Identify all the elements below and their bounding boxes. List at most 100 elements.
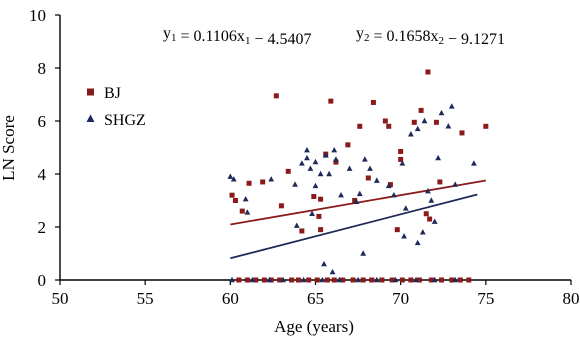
data-point-shgz	[249, 276, 256, 283]
data-point-bj	[244, 277, 250, 283]
data-point-bj	[459, 130, 465, 136]
equation-text: = 0.1658x	[370, 28, 439, 45]
data-point-bj	[427, 216, 433, 222]
legend-marker-shgz	[86, 114, 95, 122]
data-point-bj	[382, 118, 388, 124]
data-point-shgz	[304, 146, 310, 153]
data-point-bj	[289, 277, 295, 283]
regression-equation-1: y1 = 0.1106x1 − 4.5407	[163, 25, 311, 48]
data-point-shgz	[373, 276, 380, 283]
y-tick-label: 0	[38, 271, 47, 290]
data-point-bj	[370, 99, 376, 105]
equation-text: y	[356, 25, 364, 42]
data-point-shgz	[438, 109, 445, 116]
data-point-bj	[369, 277, 375, 283]
legend: BJ SHGZ	[86, 85, 146, 129]
equation-subscript: 1	[245, 35, 251, 47]
data-point-bj	[386, 123, 392, 129]
data-point-bj	[316, 213, 322, 219]
data-point-shgz	[331, 146, 338, 153]
data-point-shgz	[353, 198, 360, 205]
data-point-shgz	[329, 268, 336, 275]
data-point-shgz	[317, 170, 324, 177]
data-point-bj	[318, 227, 324, 233]
data-point-shgz	[413, 276, 419, 283]
data-point-bj	[411, 119, 417, 125]
data-point-bj	[408, 277, 414, 283]
data-point-bj	[379, 277, 385, 283]
equation-subscript: 2	[439, 35, 445, 47]
data-point-shgz	[304, 154, 310, 161]
data-point-bj	[253, 277, 259, 283]
data-point-bj	[229, 192, 235, 198]
data-point-shgz	[298, 160, 305, 166]
data-point-shgz	[293, 222, 300, 228]
data-point-shgz	[421, 117, 428, 124]
data-point-shgz	[356, 190, 363, 197]
data-point-shgz	[300, 276, 307, 283]
data-point-shgz	[319, 276, 326, 283]
data-point-bj	[236, 277, 242, 283]
data-point-bj	[314, 277, 320, 283]
data-point-bj	[399, 277, 405, 283]
data-point-shgz	[445, 123, 452, 129]
data-point-shgz	[452, 276, 459, 283]
data-point-shgz	[266, 276, 273, 283]
data-point-bj	[285, 168, 291, 174]
data-point-bj	[352, 198, 358, 203]
data-point-bj	[425, 69, 431, 75]
data-point-shgz	[399, 160, 406, 166]
data-point-shgz	[407, 131, 414, 137]
data-point-bj	[466, 277, 472, 283]
regression-equation-2: y2 = 0.1658x2 − 9.1271	[356, 25, 505, 48]
data-point-shgz	[312, 182, 319, 189]
data-point-shgz	[338, 192, 344, 198]
y-tick-label: 6	[38, 112, 47, 131]
data-point-shgz	[392, 276, 399, 283]
data-point-shgz	[401, 233, 407, 239]
data-point-bj	[299, 228, 305, 234]
data-point-bj	[398, 156, 404, 162]
data-point-bj	[439, 277, 445, 283]
equation-text: = 0.1106x	[177, 28, 245, 45]
data-point-bj	[394, 227, 400, 233]
data-point-shgz	[414, 125, 421, 132]
data-point-shgz	[385, 182, 392, 189]
data-point-bj	[260, 179, 266, 185]
data-point-shgz	[367, 165, 373, 171]
data-point-shgz	[242, 195, 249, 202]
data-point-bj	[433, 119, 439, 125]
data-point-shgz	[227, 173, 234, 179]
data-point-shgz	[322, 152, 329, 158]
data-point-bj	[449, 277, 455, 283]
data-point-shgz	[402, 205, 409, 211]
data-point-bj	[365, 175, 371, 181]
data-point-bj	[428, 277, 434, 283]
data-point-shgz	[336, 276, 343, 283]
data-point-shgz	[390, 192, 397, 198]
data-point-shgz	[435, 154, 442, 161]
data-point-shgz	[321, 260, 327, 267]
data-point-bj	[278, 203, 284, 209]
data-point-bj	[387, 182, 393, 188]
x-tick-label: 70	[392, 289, 409, 308]
y-tick-label: 2	[38, 218, 47, 237]
data-point-shgz	[309, 210, 315, 216]
equation-text: − 4.5407	[250, 31, 311, 48]
fit-line-shgz	[230, 193, 478, 260]
y-tick-label: 8	[38, 59, 47, 78]
data-point-bj	[350, 277, 356, 283]
data-point-bj	[437, 179, 443, 185]
data-point-shgz	[333, 156, 339, 162]
data-point-shgz	[360, 250, 367, 256]
data-point-bj	[295, 277, 301, 283]
axes: 50 55 60 65 70 75 80 0 2 4 6 8 10	[29, 6, 580, 308]
data-point-shgz	[361, 156, 368, 162]
data-point-bj	[360, 277, 366, 283]
data-point-shgz	[431, 276, 438, 283]
data-point-bj	[345, 142, 351, 148]
data-point-shgz	[268, 176, 275, 182]
data-points	[227, 69, 489, 283]
data-point-bj	[328, 98, 334, 104]
